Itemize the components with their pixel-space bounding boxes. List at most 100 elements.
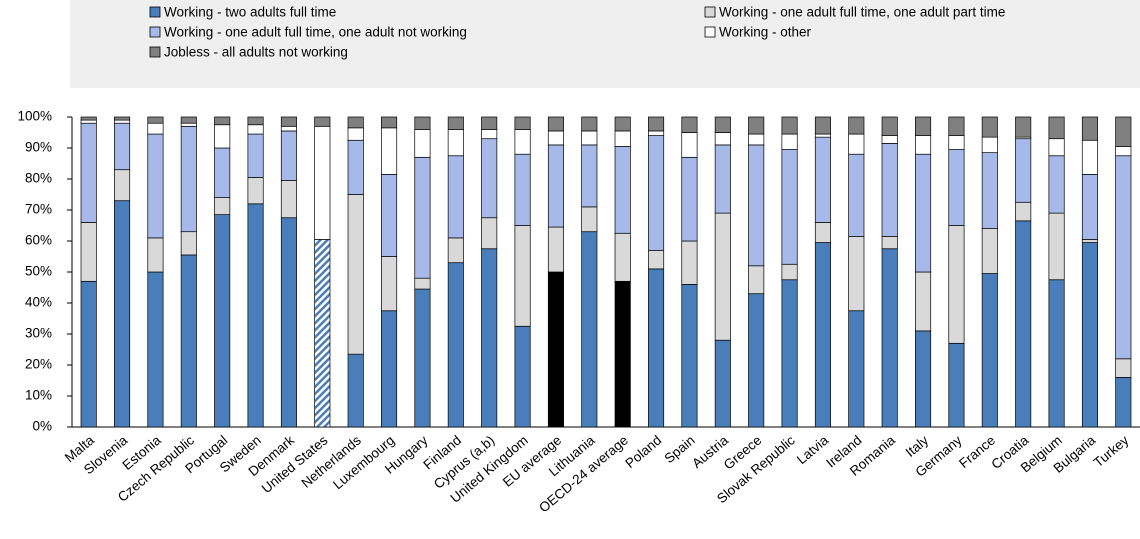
- legend-swatch: [149, 26, 161, 38]
- bar-segment: [1048, 155, 1065, 214]
- bar-segment: [981, 273, 998, 428]
- bar-segment: [114, 200, 131, 428]
- bar-segment: [781, 149, 798, 265]
- bar-segment: [781, 263, 798, 281]
- bar-segment: [848, 133, 865, 155]
- bar-segment: [581, 130, 598, 146]
- bar-segment: [214, 124, 231, 149]
- bar-segment: [147, 116, 164, 124]
- bar-segment: [948, 135, 965, 150]
- bar-segment: [280, 217, 297, 428]
- y-tick-label: 30%: [25, 326, 52, 341]
- bar-segment: [247, 116, 264, 126]
- bar-segment: [848, 116, 865, 135]
- y-tick-label: 20%: [25, 357, 52, 372]
- y-tick-label: 0%: [32, 419, 52, 434]
- bar-segment: [1015, 220, 1032, 428]
- bar-segment: [547, 271, 564, 428]
- bar-segment: [948, 342, 965, 428]
- bar-segment: [748, 133, 765, 146]
- bar-segment: [814, 242, 831, 428]
- bar-segment: [681, 116, 698, 133]
- bar-segment: [1115, 377, 1132, 428]
- bar-segment: [1081, 242, 1098, 428]
- bar-segment: [414, 156, 431, 279]
- bar-segment: [781, 133, 798, 150]
- legend-swatch: [704, 6, 716, 18]
- legend-label: Jobless - all adults not working: [164, 45, 348, 60]
- bar-segment: [681, 132, 698, 158]
- legend-swatch: [149, 46, 161, 58]
- y-tick-label: 40%: [25, 295, 52, 310]
- bar-segment: [1048, 116, 1065, 140]
- bar-segment: [514, 153, 531, 226]
- bar-segment: [80, 122, 97, 223]
- bar-segment: [214, 197, 231, 216]
- bar-segment: [848, 310, 865, 428]
- bar-segment: [147, 237, 164, 273]
- bar-segment: [414, 277, 431, 290]
- bar-segment: [447, 237, 464, 264]
- bar-segment: [981, 136, 998, 153]
- bar-segment: [614, 116, 631, 132]
- bar-segment: [881, 236, 898, 250]
- bar-segment: [1048, 212, 1065, 281]
- bar-segment: [514, 129, 531, 155]
- bar-segment: [180, 231, 197, 256]
- bar-segment: [748, 144, 765, 267]
- bar-segment: [948, 149, 965, 226]
- bar-segment: [881, 135, 898, 144]
- bar-segment: [714, 339, 731, 428]
- bar-segment: [447, 129, 464, 157]
- y-tick-label: 80%: [25, 171, 52, 186]
- bar-segment: [614, 280, 631, 428]
- bar-segment: [347, 353, 364, 428]
- bar-segment: [447, 155, 464, 239]
- bar-segment: [280, 130, 297, 181]
- bar-segment: [80, 119, 97, 124]
- bar-segment: [180, 122, 197, 127]
- bar-segment: [814, 133, 831, 138]
- bar-segment: [581, 231, 598, 428]
- bar-segment: [547, 130, 564, 146]
- bar-segment: [247, 177, 264, 205]
- bar-segment: [614, 146, 631, 234]
- bar-segment: [714, 116, 731, 133]
- bar-segment: [381, 116, 398, 129]
- bar-segment: [814, 222, 831, 243]
- y-tick-label: 70%: [25, 202, 52, 217]
- bar-segment: [114, 122, 131, 171]
- bar-segment: [648, 116, 665, 132]
- legend-label: Working - other: [719, 25, 812, 40]
- bar-segment: [781, 116, 798, 135]
- bar-segment: [1015, 201, 1032, 222]
- legend-swatch: [704, 26, 716, 38]
- bar-segment: [147, 271, 164, 428]
- bar-segment: [514, 225, 531, 327]
- bar-segment: [481, 129, 498, 140]
- bar-segment: [1015, 116, 1032, 138]
- bar-segment: [748, 265, 765, 295]
- bar-segment: [948, 116, 965, 136]
- bar-segment: [447, 262, 464, 428]
- bar-segment: [547, 144, 564, 228]
- bar-segment: [247, 133, 264, 178]
- bar-segment: [848, 236, 865, 312]
- bar-segment: [547, 116, 564, 132]
- bar-segment: [915, 116, 932, 136]
- bar-segment: [80, 280, 97, 428]
- bar-segment: [514, 325, 531, 428]
- bar-segment: [1015, 138, 1032, 203]
- bar-segment: [1081, 139, 1098, 175]
- bar-segment: [581, 116, 598, 132]
- bar-segment: [915, 135, 932, 155]
- bar-segment: [981, 116, 998, 138]
- bar-segment: [1115, 358, 1132, 378]
- bar-segment: [147, 122, 164, 135]
- y-tick-label: 10%: [25, 388, 52, 403]
- bar-segment: [514, 116, 531, 130]
- bar-segment: [114, 119, 131, 124]
- bar-segment: [280, 116, 297, 127]
- bar-segment: [748, 293, 765, 428]
- bar-segment: [881, 143, 898, 237]
